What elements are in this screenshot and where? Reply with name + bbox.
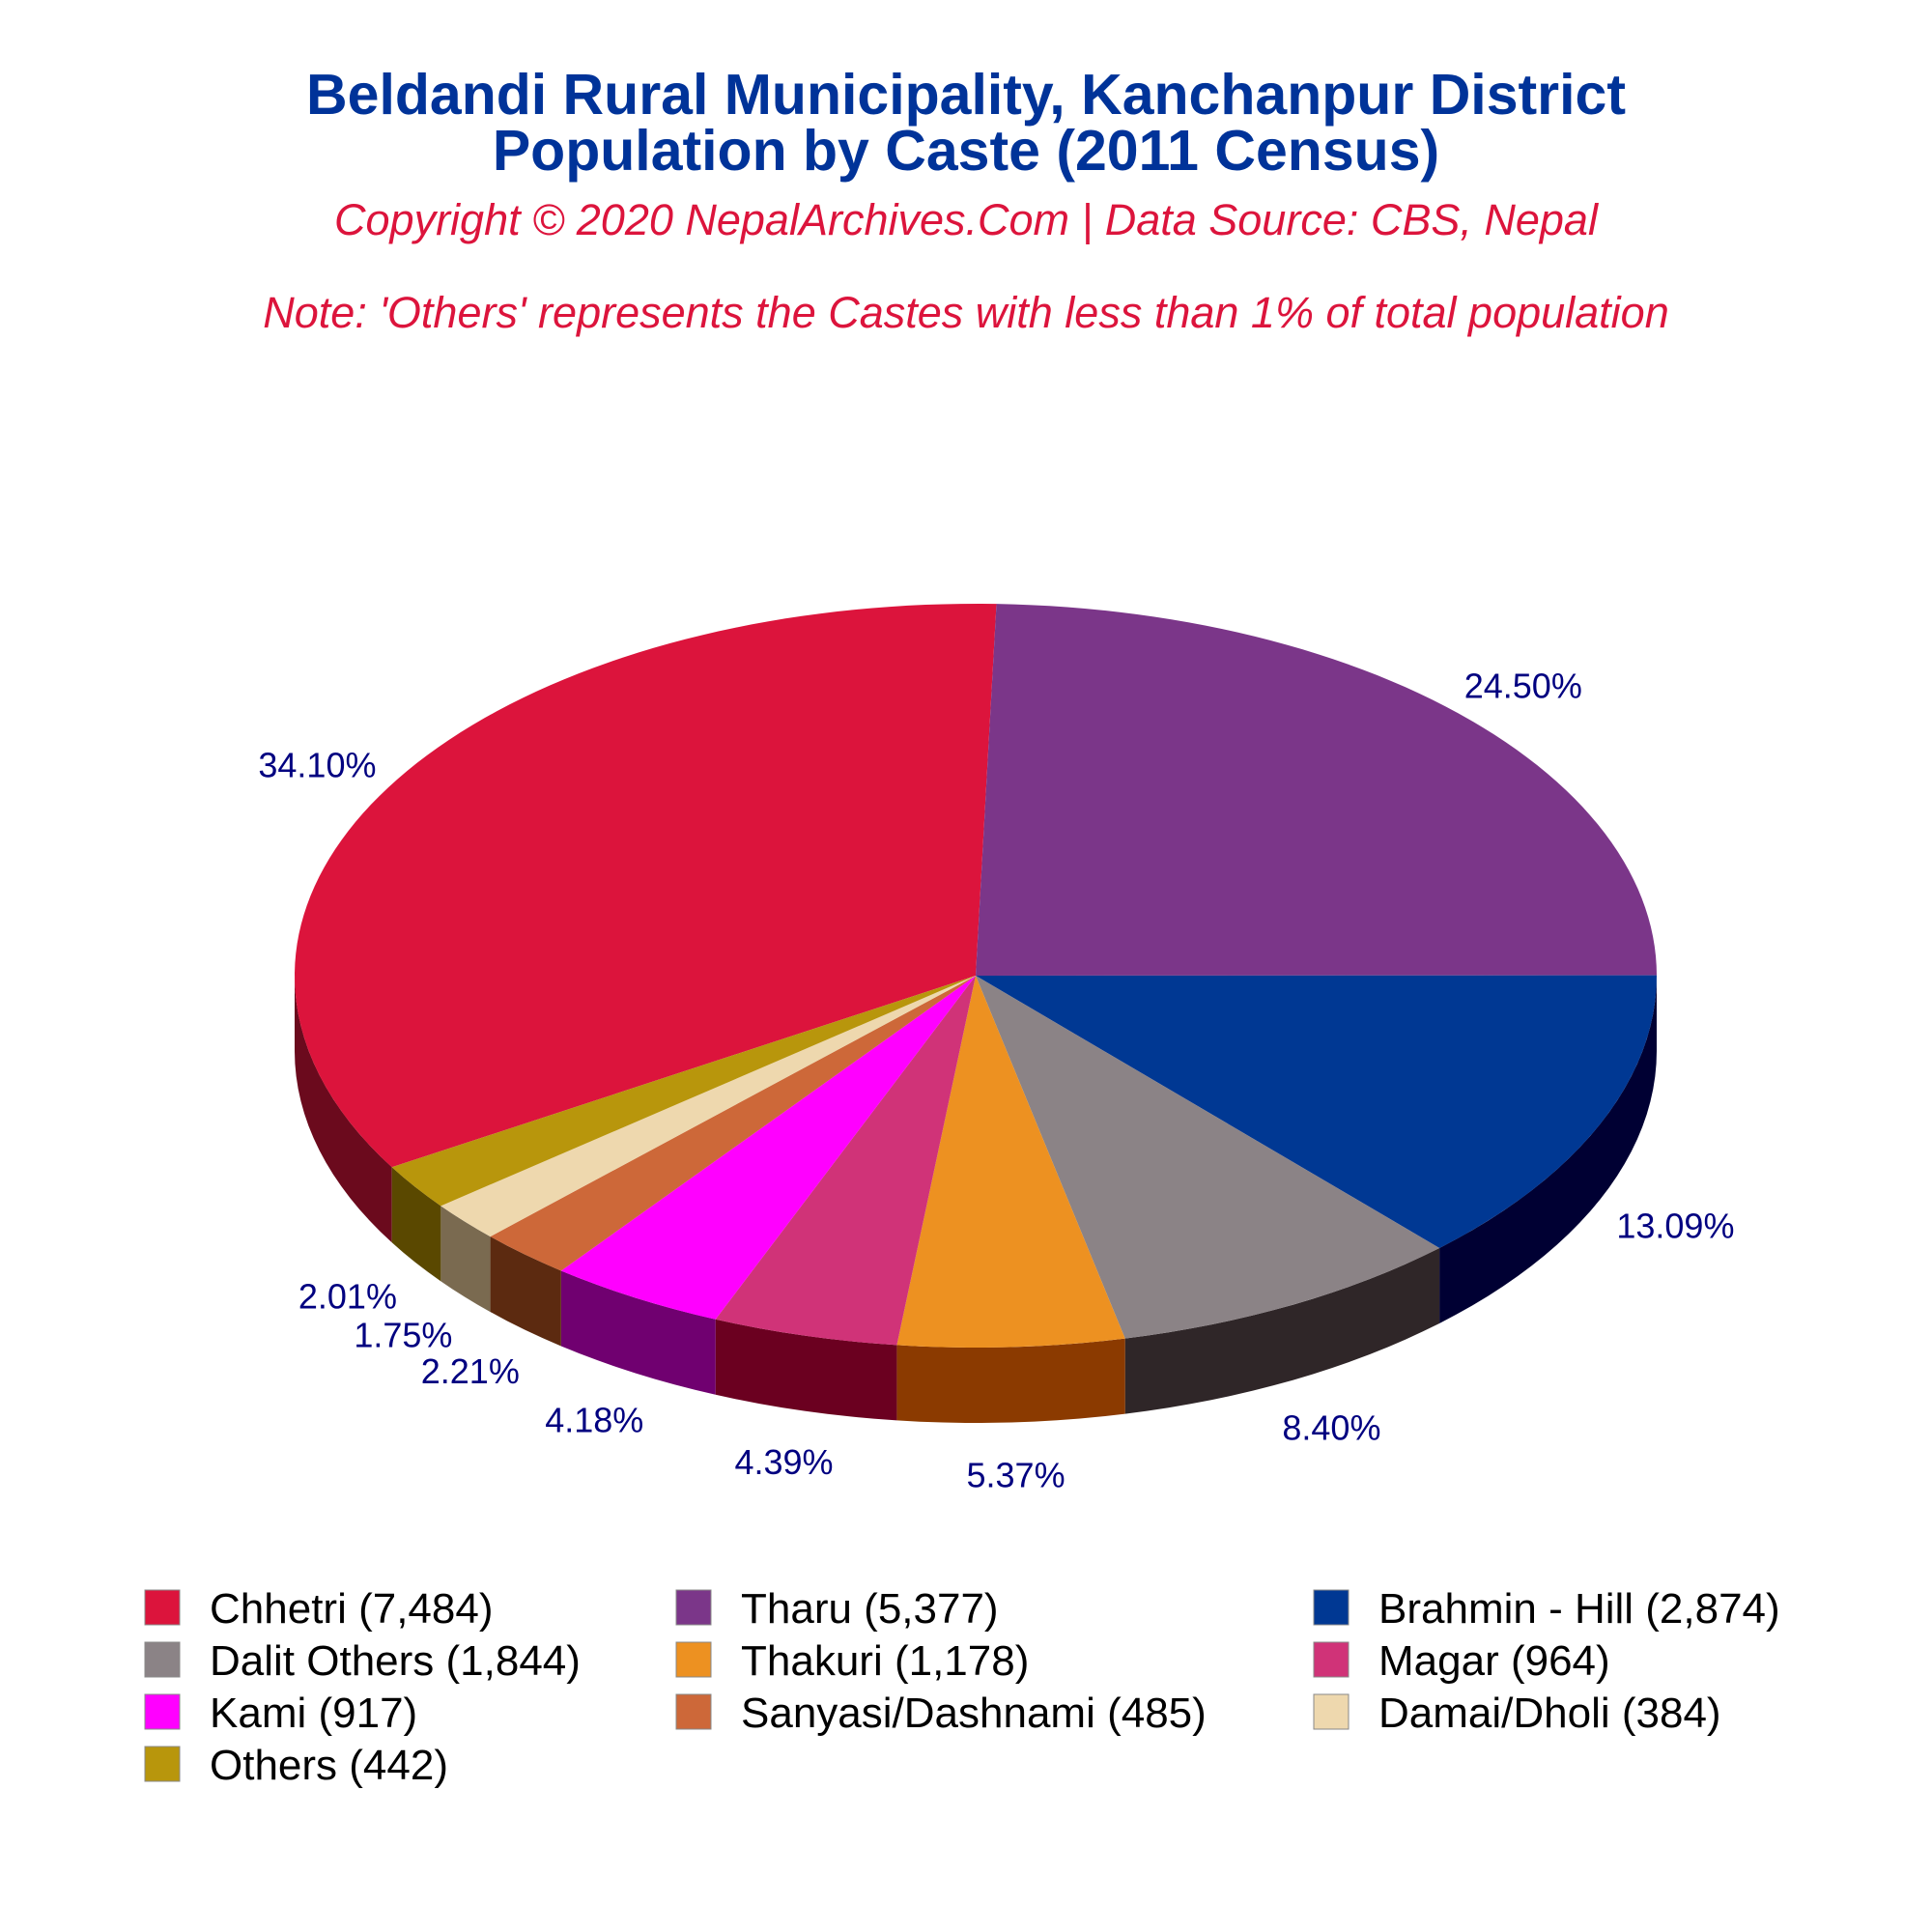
chart-note: Note: 'Others' represents the Castes wit… [263,288,1668,337]
pie-slice-thakuri [896,976,1125,1348]
pie-percent-labels: 34.10% 24.50% 13.09% 8.40% 5.37% 4.39% 4.18% 2.… [258,666,1734,1494]
legend-swatch-dalit-others [144,1641,181,1678]
pie-label-brahmin-hill: 13.09% [1616,1207,1734,1246]
pie-slice-brahmin-hill [976,975,1657,1248]
legend-swatch-kami [144,1693,181,1730]
pie-label-dalit-others: 8.40% [1282,1407,1380,1447]
legend-swatch-thakuri [675,1641,712,1678]
chart-copyright: Copyright © 2020 NepalArchives.Com | Dat… [334,195,1600,244]
pie-side-thakuri [896,1338,1125,1423]
pie-label-tharu: 24.50% [1464,666,1582,705]
legend-label-thakuri: Thakuri (1,178) [741,1637,1029,1685]
pie-label-chhetri: 34.10% [258,746,376,785]
legend-label-magar: Magar (964) [1378,1637,1610,1685]
pie-side-dalit-others [1124,1247,1440,1414]
legend-swatch-brahmin-hill [1313,1589,1350,1626]
legend-swatch-damai-dholi [1313,1693,1350,1730]
pie-slice-damai-dholi [440,976,976,1237]
pie-slice-sanyasi-dashnami [490,976,976,1271]
legend-label-sanyasi-dashnami: Sanyasi/Dashnami (485) [741,1690,1207,1737]
pie-slice-tharu [976,604,1657,976]
pie-top-layer [295,604,1657,1348]
pie-side-damai-dholi [440,1206,491,1313]
pie-slice-magar [715,976,976,1346]
pie-label-kami: 4.18% [545,1400,643,1439]
pie-side-brahmin-hill [1439,976,1657,1323]
pie-side-kami [560,1270,716,1395]
pie-side-others [391,1167,441,1282]
pie-label-magar: 4.39% [734,1442,833,1482]
pie-side-sanyasi-dashnami [490,1236,561,1347]
legend-swatch-tharu [675,1589,712,1626]
pie-label-others: 2.01% [298,1276,397,1316]
legend-label-kami: Kami (917) [210,1690,417,1737]
legend-label-tharu: Tharu (5,377) [741,1585,999,1633]
legend-label-brahmin-hill: Brahmin - Hill (2,874) [1378,1585,1780,1633]
legend-swatch-chhetri [144,1589,181,1626]
chart-title-line2: Population by Caste (2011 Census) [493,119,1439,183]
chart-legend: Chhetri (7,484) Tharu (5,377) Brahmin - Hi… [144,1585,1780,1789]
legend-label-dalit-others: Dalit Others (1,844) [210,1637,581,1685]
pie-slice-others [391,976,977,1207]
chart-title-line1: Beldandi Rural Municipality, Kanchanpur … [306,63,1626,127]
legend-swatch-others [144,1746,181,1782]
legend-swatch-sanyasi-dashnami [675,1693,712,1730]
legend-label-chhetri: Chhetri (7,484) [210,1585,493,1633]
legend-label-others: Others (442) [210,1742,448,1789]
legend-label-damai-dholi: Damai/Dholi (384) [1378,1690,1721,1737]
pie-label-thakuri: 5.37% [967,1455,1065,1494]
pie-slice-chhetri [295,604,997,1168]
pie-side-layer [295,976,1657,1423]
pie-slice-dalit-others [976,976,1440,1339]
pie-side-chhetri [295,976,392,1243]
pie-label-sanyasi-dashnami: 2.21% [421,1351,520,1391]
pie-label-damai-dholi: 1.75% [354,1315,452,1354]
legend-swatch-magar [1313,1641,1350,1678]
pie-slice-kami [560,976,976,1320]
pie-side-magar [715,1319,897,1421]
